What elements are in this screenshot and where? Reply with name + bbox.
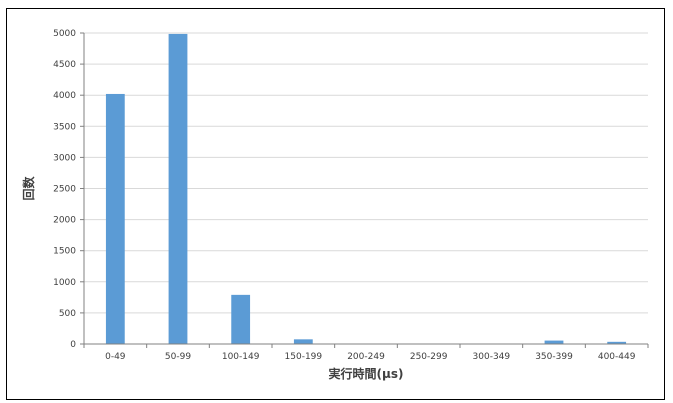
y-tick-label: 5000: [53, 29, 76, 39]
y-tick-label: 1500: [53, 247, 76, 257]
x-tick-label: 200-249: [347, 352, 385, 362]
y-tick-label: 0: [70, 340, 76, 350]
y-tick-label: 1000: [53, 278, 76, 288]
y-tick-label: 2000: [53, 216, 76, 226]
bars: [105, 33, 627, 345]
y-tick-label: 4000: [53, 91, 76, 101]
axes: [80, 32, 649, 348]
bar-350-399: [544, 340, 564, 344]
y-tick-label: 4500: [53, 60, 76, 70]
x-tick-label: 400-449: [598, 352, 636, 362]
bar-chart: 0 500 1000 1500 2000 2500 3000 3500 4000 4500 5000…: [21, 29, 649, 381]
bar-150-199: [293, 339, 313, 344]
x-tick-labels: 0-49 50-99 100-149 150-199 200-249 250-299 300…: [105, 352, 636, 362]
y-tick-label: 500: [59, 309, 76, 319]
chart-frame: 0 500 1000 1500 2000 2500 3000 3500 4000 4500 5000…: [6, 8, 665, 400]
x-tick-label: 250-299: [410, 352, 448, 362]
x-tick-label: 50-99: [165, 352, 191, 362]
bar-0-49: [105, 93, 125, 345]
x-tick-label: 0-49: [105, 352, 126, 362]
y-tick-labels: 0 500 1000 1500 2000 2500 3000 3500 4000 4500 5000: [53, 29, 76, 350]
bar-50-99: [168, 33, 188, 345]
y-tick-label: 3000: [53, 153, 76, 163]
y-tick-label: 3500: [53, 122, 76, 132]
x-tick-label: 300-349: [473, 352, 511, 362]
x-tick-label: 100-149: [222, 352, 260, 362]
y-axis-title: 回数: [21, 176, 36, 201]
x-tick-label: 350-399: [535, 352, 573, 362]
y-tick-label: 2500: [53, 185, 76, 195]
x-axis-title: 実行時間(μs): [329, 366, 404, 381]
bar-400-449: [607, 341, 627, 344]
bar-100-149: [231, 294, 251, 344]
x-tick-label: 150-199: [285, 352, 323, 362]
